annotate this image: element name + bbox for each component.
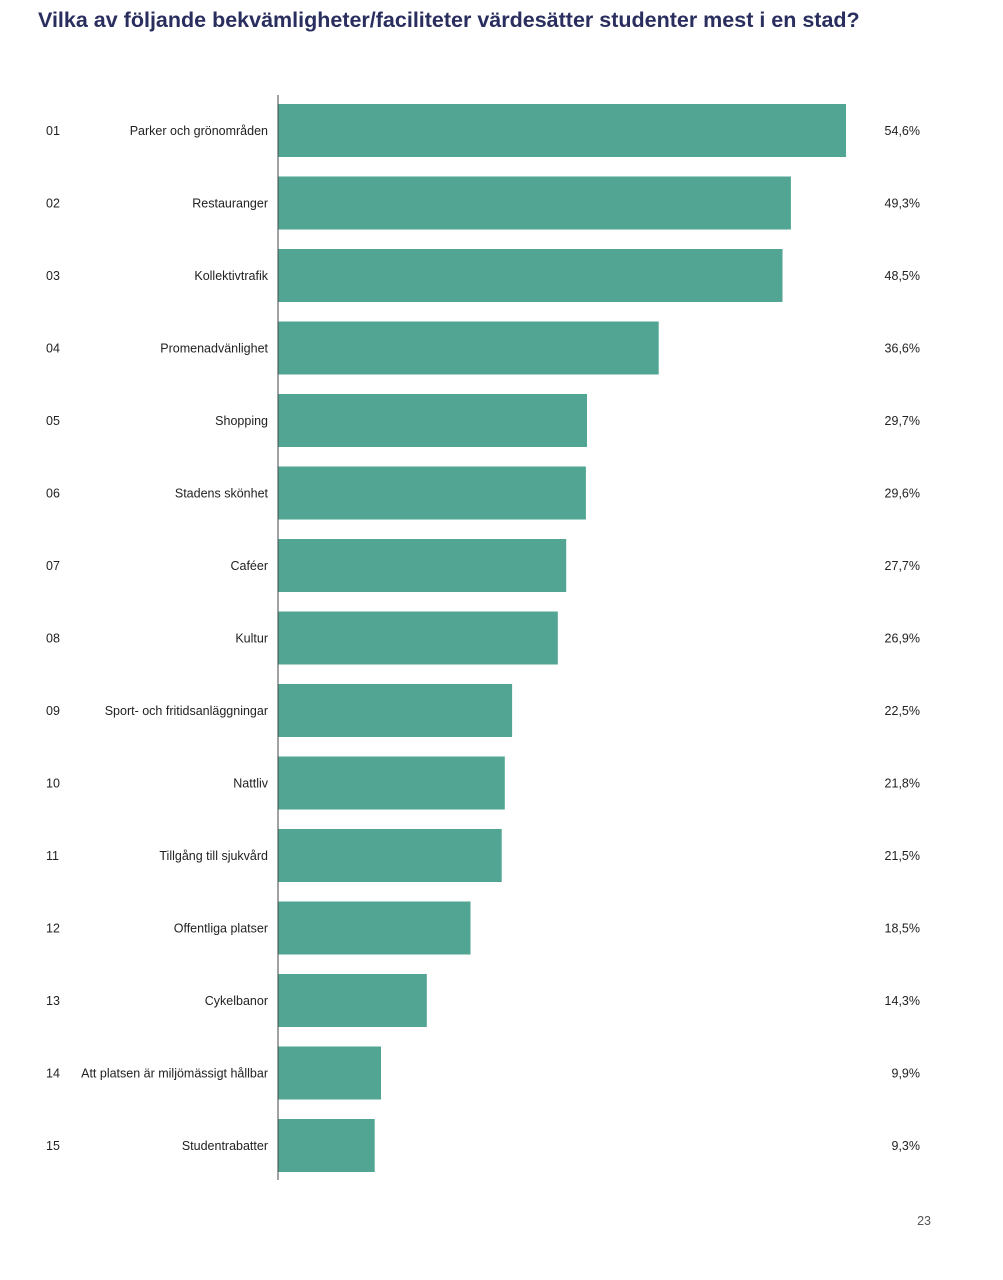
bar <box>278 684 513 737</box>
category-label: Kollektivtrafik <box>194 269 268 283</box>
value-label: 54,6% <box>885 124 920 138</box>
value-label: 14,3% <box>885 994 920 1008</box>
value-label: 29,6% <box>885 487 920 501</box>
bar <box>278 321 659 375</box>
category-label: Restauranger <box>192 197 268 211</box>
category-label: Cykelbanor <box>205 994 268 1008</box>
bar <box>278 539 567 592</box>
bar <box>278 1046 381 1100</box>
category-label: Stadens skönhet <box>175 487 269 501</box>
bar <box>278 756 505 810</box>
rank-label: 10 <box>46 777 60 791</box>
rank-label: 11 <box>46 849 59 863</box>
value-label: 22,5% <box>885 704 920 718</box>
rank-label: 12 <box>46 922 60 936</box>
category-label: Promenadvänlighet <box>160 342 268 356</box>
category-label: Offentliga platser <box>174 922 268 936</box>
category-label: Sport- och fritidsanläggningar <box>105 704 268 718</box>
rank-label: 13 <box>46 994 60 1008</box>
category-label: Caféer <box>230 559 268 573</box>
value-label: 48,5% <box>885 269 920 283</box>
rank-label: 01 <box>46 124 60 138</box>
bar <box>278 974 427 1027</box>
bars-layer: 01 Parker och grönområden 54,6% 02 Restauran… <box>46 104 920 1172</box>
page-number: 23 <box>917 1214 931 1228</box>
rank-label: 15 <box>46 1139 60 1153</box>
rank-label: 09 <box>46 704 60 718</box>
category-label: Shopping <box>215 414 268 428</box>
rank-label: 08 <box>46 632 60 646</box>
category-label: Parker och grönområden <box>130 124 268 138</box>
value-label: 21,5% <box>885 849 920 863</box>
rank-label: 02 <box>46 197 60 211</box>
value-label: 9,9% <box>892 1067 921 1081</box>
category-label: Studentrabatter <box>182 1139 268 1153</box>
rank-label: 04 <box>46 342 60 356</box>
category-label: Kultur <box>235 632 268 646</box>
value-label: 29,7% <box>885 414 920 428</box>
category-label: Att platsen är miljömässigt hållbar <box>81 1067 268 1081</box>
page-title: Vilka av följande bekvämligheter/facilit… <box>38 8 860 32</box>
value-label: 27,7% <box>885 559 920 573</box>
bar <box>278 466 586 520</box>
category-label: Nattliv <box>233 777 268 791</box>
value-label: 36,6% <box>885 342 920 356</box>
bar <box>278 176 791 230</box>
category-label: Tillgång till sjukvård <box>159 849 268 863</box>
value-label: 49,3% <box>885 197 920 211</box>
value-label: 26,9% <box>885 632 920 646</box>
bar <box>278 394 587 447</box>
bar <box>278 1119 375 1172</box>
bar <box>278 611 558 665</box>
bar <box>278 249 783 302</box>
rank-label: 06 <box>46 487 60 501</box>
value-label: 18,5% <box>885 922 920 936</box>
rank-label: 07 <box>46 559 60 573</box>
bar <box>278 104 846 157</box>
rank-label: 03 <box>46 269 60 283</box>
rank-label: 05 <box>46 414 60 428</box>
bar-chart: 01 Parker och grönområden 54,6% 02 Restauran… <box>46 95 920 1180</box>
bar <box>278 829 502 882</box>
value-label: 9,3% <box>892 1139 921 1153</box>
bar <box>278 901 471 955</box>
rank-label: 14 <box>46 1067 60 1081</box>
value-label: 21,8% <box>885 777 920 791</box>
